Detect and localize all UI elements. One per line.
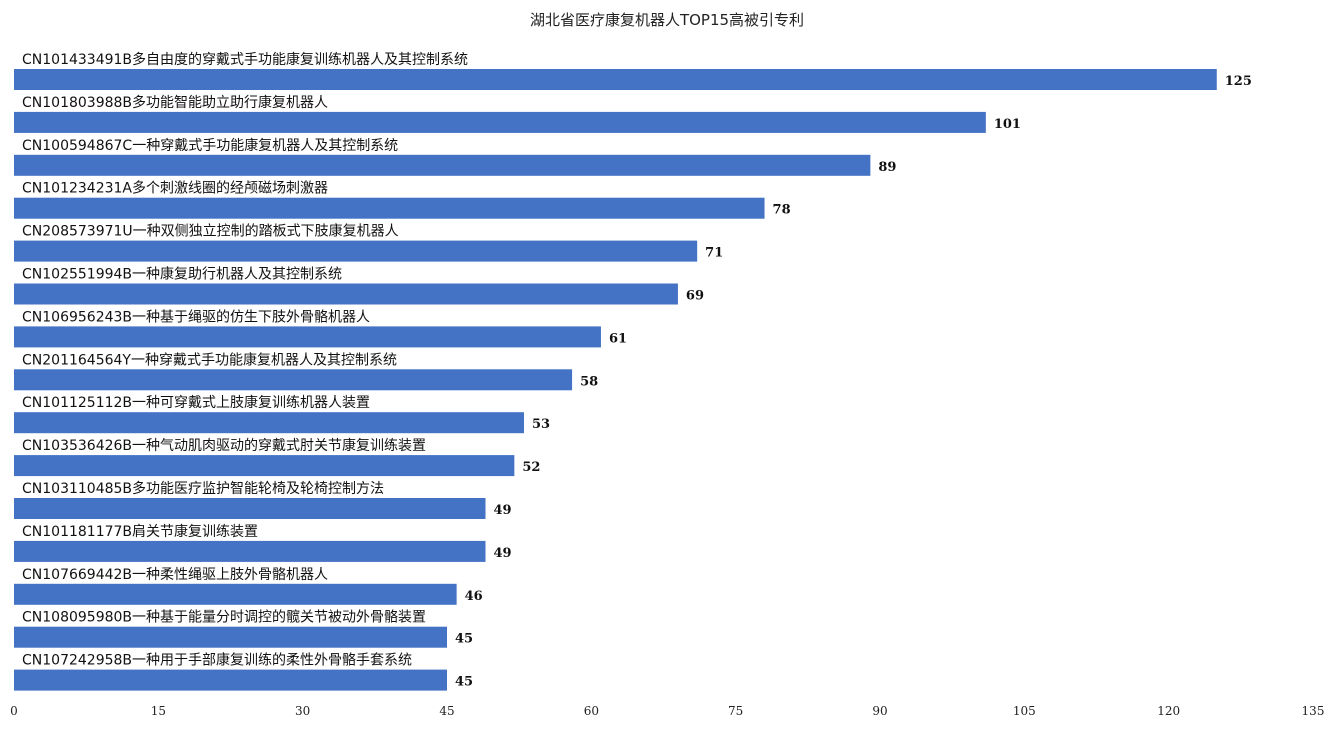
- data-label: 69: [686, 289, 704, 304]
- category-label: CN101181177B肩关节康复训练装置: [22, 523, 258, 540]
- bars-layer: CN101433491B多自由度的穿戴式手功能康复训练机器人及其控制系统 125 C…: [14, 51, 1252, 691]
- x-tick-label: 0: [10, 704, 18, 718]
- bar: [14, 155, 870, 176]
- category-label: CN100594867C一种穿戴式手功能康复机器人及其控制系统: [22, 137, 398, 154]
- category-label: CN107242958B一种用于手部康复训练的柔性外骨骼手套系统: [22, 652, 412, 669]
- category-label: CN208573971U一种双侧独立控制的踏板式下肢康复机器人: [22, 223, 399, 240]
- bar: [14, 455, 514, 476]
- x-axis: 0 15 30 45 60 75 90 105 120 135: [10, 704, 1324, 718]
- bar: [14, 627, 447, 648]
- bar: [14, 112, 986, 133]
- data-label: 53: [532, 417, 550, 432]
- data-label: 125: [1225, 74, 1252, 89]
- data-label: 45: [455, 675, 473, 690]
- bar: [14, 670, 447, 691]
- bar: [14, 541, 485, 562]
- category-label: CN103110485B多功能医疗监护智能轮椅及轮椅控制方法: [22, 480, 384, 497]
- data-label: 49: [493, 503, 511, 518]
- data-label: 52: [522, 460, 540, 475]
- category-label: CN101125112B一种可穿戴式上肢康复训练机器人装置: [22, 394, 370, 411]
- category-label: CN103536426B一种气动肌肉驱动的穿戴式肘关节康复训练装置: [22, 437, 426, 454]
- x-tick-label: 75: [728, 704, 743, 718]
- category-label: CN106956243B一种基于绳驱的仿生下肢外骨骼机器人: [22, 308, 370, 325]
- x-tick-label: 135: [1302, 704, 1325, 718]
- chart-title: 湖北省医疗康复机器人TOP15高被引专利: [530, 11, 804, 29]
- data-label: 78: [773, 203, 791, 218]
- x-tick-label: 90: [872, 704, 887, 718]
- x-tick-label: 15: [151, 704, 166, 718]
- bar: [14, 69, 1217, 90]
- category-label: CN101803988B多功能智能助立助行康复机器人: [22, 94, 328, 111]
- data-label: 61: [609, 331, 627, 346]
- x-tick-label: 60: [584, 704, 599, 718]
- data-label: 71: [705, 246, 723, 261]
- x-tick-label: 30: [295, 704, 310, 718]
- x-tick-label: 105: [1013, 704, 1036, 718]
- x-tick-label: 120: [1157, 704, 1180, 718]
- data-label: 46: [465, 589, 483, 604]
- bar: [14, 284, 678, 305]
- data-label: 58: [580, 374, 598, 389]
- bar: [14, 412, 524, 433]
- category-label: CN101433491B多自由度的穿戴式手功能康复训练机器人及其控制系统: [22, 51, 468, 68]
- x-tick-label: 45: [439, 704, 454, 718]
- data-label: 49: [493, 546, 511, 561]
- category-label: CN102551994B一种康复助行机器人及其控制系统: [22, 266, 342, 283]
- category-label: CN108095980B一种基于能量分时调控的髋关节被动外骨骼装置: [22, 609, 426, 626]
- bar: [14, 241, 697, 262]
- data-label: 45: [455, 632, 473, 647]
- bar: [14, 584, 457, 605]
- bar: [14, 198, 765, 219]
- bar: [14, 498, 485, 519]
- bar: [14, 369, 572, 390]
- data-label: 89: [878, 160, 896, 175]
- category-label: CN101234231A多个刺激线圈的经颅磁场刺激器: [22, 180, 328, 197]
- bar: [14, 326, 601, 347]
- data-label: 101: [994, 117, 1021, 132]
- category-label: CN201164564Y一种穿戴式手功能康复机器人及其控制系统: [22, 351, 397, 368]
- category-label: CN107669442B一种柔性绳驱上肢外骨骼机器人: [22, 567, 328, 583]
